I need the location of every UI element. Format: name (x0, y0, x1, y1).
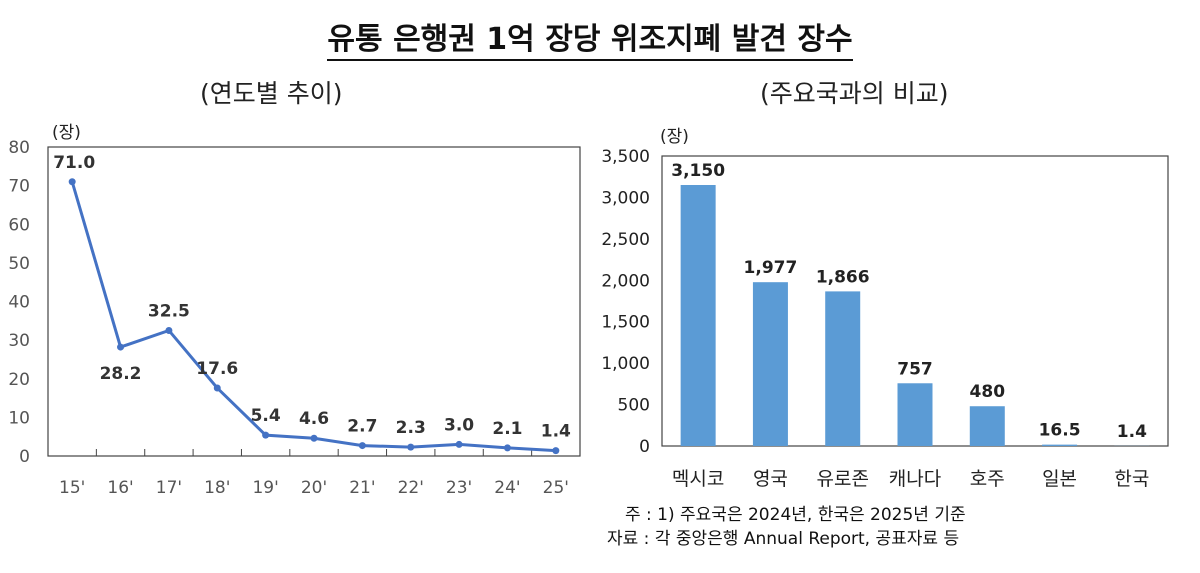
y-tick-label: 2,000 (601, 271, 650, 291)
y-tick-label: 500 (618, 396, 650, 416)
y-tick-label: 0 (639, 437, 650, 457)
bar (897, 383, 933, 446)
data-label: 2.7 (347, 417, 377, 437)
note-line: 주 : 1) 주요국은 2024년, 한국은 2025년 기준 (625, 505, 966, 525)
x-tick-label: 22' (398, 478, 424, 498)
data-label: 1,866 (816, 267, 870, 287)
data-point (552, 447, 560, 455)
x-tick-label: 19' (252, 478, 278, 498)
data-label: 1.4 (541, 422, 571, 442)
data-label: 28.2 (100, 364, 142, 384)
bar (752, 282, 788, 446)
data-point (407, 443, 415, 451)
y-tick-label: 1,000 (601, 354, 650, 374)
left-subtitle: (연도별 추이) (200, 79, 343, 108)
x-tick-label: 호주 (970, 468, 1005, 490)
y-tick-label: 80 (8, 138, 30, 158)
data-label: 480 (970, 382, 1006, 402)
x-tick-label: 16' (107, 478, 133, 498)
data-label: 5.4 (251, 406, 281, 426)
y-tick-label: 3,000 (601, 188, 650, 208)
data-label: 17.6 (196, 359, 238, 379)
y-tick-label: 2,500 (601, 230, 650, 250)
x-tick-label: 유로존 (816, 468, 868, 490)
y-unit-right: (장) (660, 127, 689, 147)
data-point (165, 326, 173, 334)
data-label: 2.1 (492, 419, 522, 439)
data-label: 1.4 (1117, 422, 1147, 442)
x-tick-label: 영국 (753, 468, 788, 490)
data-point (262, 431, 270, 439)
bar (969, 406, 1005, 446)
x-tick-label: 25' (543, 478, 569, 498)
figure-title: 유통 은행권 1억 장당 위조지폐 발견 장수 (0, 14, 1180, 61)
y-tick-label: 10 (8, 408, 30, 428)
y-tick-label: 70 (8, 177, 30, 197)
bar (825, 291, 861, 446)
y-tick-label: 30 (8, 331, 30, 351)
y-unit-left: (장) (52, 123, 81, 143)
bar (680, 185, 716, 446)
x-tick-label: 캐나다 (889, 468, 941, 490)
title-text: 유통 은행권 1억 장당 위조지폐 발견 장수 (327, 22, 853, 61)
data-label: 3,150 (671, 161, 725, 181)
y-tick-label: 50 (8, 254, 30, 274)
y-tick-label: 3,500 (601, 147, 650, 167)
right-subtitle: (주요국과의 비교) (760, 79, 949, 108)
data-label: 3.0 (444, 415, 474, 435)
data-point (358, 442, 366, 450)
data-label: 32.5 (148, 301, 190, 321)
data-label: 757 (897, 359, 933, 379)
data-label: 2.3 (396, 418, 426, 438)
data-label: 71.0 (53, 153, 95, 173)
x-tick-label: 멕시코 (672, 468, 724, 490)
x-tick-label: 21' (349, 478, 375, 498)
y-tick-label: 1,500 (601, 313, 650, 333)
data-label: 4.6 (299, 409, 329, 429)
data-label: 16.5 (1039, 421, 1081, 441)
x-tick-label: 18' (204, 478, 230, 498)
y-tick-label: 20 (8, 370, 30, 390)
plot-frame-left (47, 146, 581, 457)
data-point (503, 444, 511, 452)
x-tick-label: 20' (301, 478, 327, 498)
x-tick-label: 24' (494, 478, 520, 498)
data-point (310, 434, 318, 442)
data-point (213, 384, 221, 392)
data-label: 1,977 (744, 258, 798, 278)
x-tick-label: 23' (446, 478, 472, 498)
x-tick-label: 한국 (1114, 468, 1149, 490)
y-tick-label: 0 (19, 447, 30, 467)
x-tick-label: 일본 (1042, 468, 1077, 490)
data-point (68, 178, 76, 186)
bar (1042, 444, 1078, 446)
source-line: 자료 : 각 중앙은행 Annual Report, 공표자료 등 (607, 529, 960, 549)
x-tick-label: 17' (156, 478, 182, 498)
y-tick-label: 60 (8, 215, 30, 235)
x-tick-label: 15' (59, 478, 85, 498)
y-tick-label: 40 (8, 293, 30, 313)
data-point (455, 440, 463, 448)
data-point (117, 343, 125, 351)
